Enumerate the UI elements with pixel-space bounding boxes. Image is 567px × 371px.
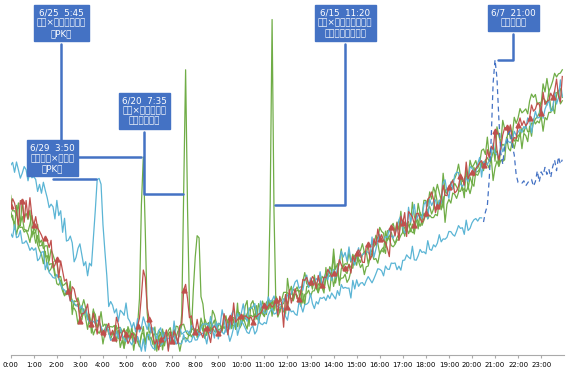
Text: 6/15  11:20
日本×コートジボワー
ル戦「ドログバ」: 6/15 11:20 日本×コートジボワー ル戦「ドログバ」 bbox=[275, 8, 373, 205]
Text: 6/29  3:50
ブラジル×チリ戦
「PK」: 6/29 3:50 ブラジル×チリ戦 「PK」 bbox=[30, 144, 96, 180]
Text: 6/20  7:35
日本×ギリシャ戦
「サッカー」: 6/20 7:35 日本×ギリシャ戦 「サッカー」 bbox=[122, 96, 183, 194]
Text: 6/7  21:00
「まゆゆ」: 6/7 21:00 「まゆゆ」 bbox=[491, 8, 536, 60]
Text: 6/25  5:45
日本×コロンビア戦
「PK」: 6/25 5:45 日本×コロンビア戦 「PK」 bbox=[37, 8, 141, 157]
